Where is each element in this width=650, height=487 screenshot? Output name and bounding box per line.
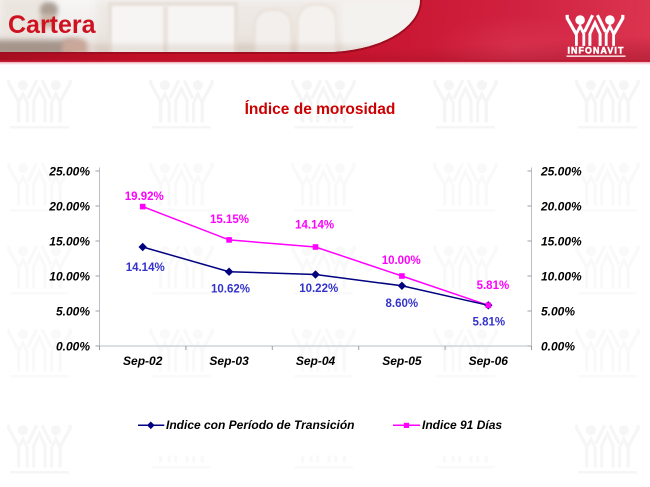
svg-text:5.81%: 5.81% — [472, 316, 505, 328]
svg-text:Sep-03: Sep-03 — [209, 354, 249, 368]
svg-text:15.00%: 15.00% — [49, 235, 90, 249]
svg-text:19.92%: 19.92% — [125, 191, 164, 203]
svg-text:10.00%: 10.00% — [382, 255, 421, 267]
svg-text:Sep-06: Sep-06 — [469, 354, 509, 368]
svg-text:20.00%: 20.00% — [48, 200, 90, 214]
svg-text:25.00%: 25.00% — [48, 165, 90, 179]
svg-text:0.00%: 0.00% — [56, 340, 90, 354]
svg-text:10.00%: 10.00% — [49, 270, 90, 284]
svg-text:14.14%: 14.14% — [126, 262, 165, 274]
svg-text:15.00%: 15.00% — [541, 235, 582, 249]
svg-text:25.00%: 25.00% — [540, 165, 582, 179]
svg-text:0.00%: 0.00% — [541, 340, 575, 354]
svg-text:Sep-02: Sep-02 — [123, 354, 163, 368]
svg-text:Sep-05: Sep-05 — [382, 354, 422, 368]
svg-text:20.00%: 20.00% — [540, 200, 582, 214]
svg-text:8.60%: 8.60% — [385, 298, 418, 310]
svg-text:Sep-04: Sep-04 — [296, 354, 336, 368]
svg-text:10.22%: 10.22% — [299, 283, 338, 295]
svg-text:INFONAVIT: INFONAVIT — [567, 46, 624, 56]
svg-text:5.00%: 5.00% — [56, 305, 90, 319]
svg-text:5.00%: 5.00% — [541, 305, 575, 319]
svg-text:15.15%: 15.15% — [210, 214, 249, 226]
svg-text:10.62%: 10.62% — [211, 283, 250, 295]
svg-text:5.81%: 5.81% — [477, 280, 510, 292]
svg-text:14.14%: 14.14% — [295, 219, 334, 231]
svg-text:10.00%: 10.00% — [541, 270, 582, 284]
